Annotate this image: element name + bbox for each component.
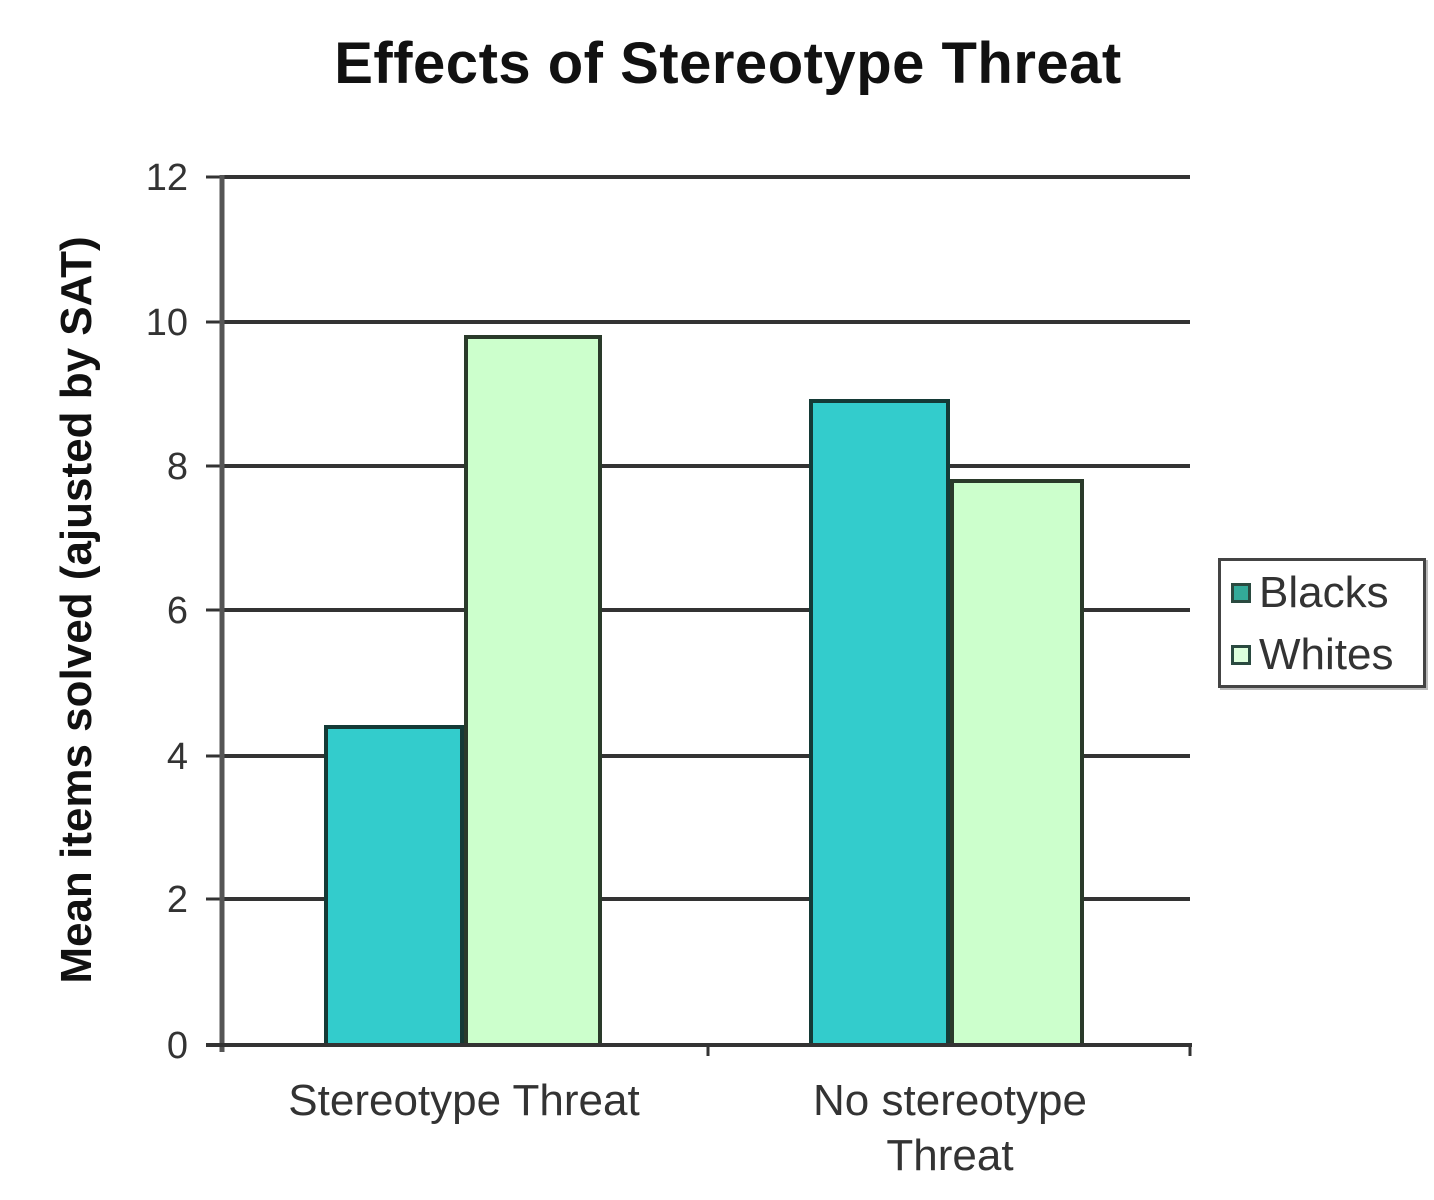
series-blacks xyxy=(324,399,950,1047)
legend-label-whites: Whites xyxy=(1259,630,1394,679)
legend-swatch-blacks-icon xyxy=(1231,583,1251,603)
chart-title: Effects of Stereotype Threat xyxy=(334,31,1122,96)
y-tick-0: 0 xyxy=(167,1025,188,1067)
y-tick-4: 4 xyxy=(167,736,188,778)
bar-whites-no-stereotype-threat xyxy=(950,479,1084,1047)
y-tick-10: 10 xyxy=(146,302,188,344)
y-tick-labels: 12 10 8 6 4 2 0 xyxy=(146,157,188,1067)
bar-whites-stereotype-threat xyxy=(464,335,602,1047)
y-tick-12: 12 xyxy=(146,157,188,199)
legend: Blacks Whites xyxy=(1218,558,1426,688)
legend-item-blacks: Blacks xyxy=(1231,563,1389,623)
y-tick-8: 8 xyxy=(167,446,188,488)
bar-blacks-no-stereotype-threat xyxy=(809,399,950,1047)
x-label-no-stereotype-threat-line2: Threat xyxy=(886,1131,1013,1180)
x-ticks xyxy=(706,1045,1192,1056)
legend-label-blacks: Blacks xyxy=(1259,568,1389,617)
series-whites xyxy=(464,335,1084,1047)
y-ticks xyxy=(206,175,222,1047)
x-label-no-stereotype-threat-line1: No stereotype xyxy=(813,1076,1087,1125)
y-tick-6: 6 xyxy=(167,590,188,632)
legend-item-whites: Whites xyxy=(1231,625,1393,685)
legend-swatch-whites-icon xyxy=(1231,645,1251,665)
y-tick-2: 2 xyxy=(167,879,188,921)
bar-blacks-stereotype-threat xyxy=(324,725,464,1047)
x-label-stereotype-threat: Stereotype Threat xyxy=(288,1076,639,1125)
